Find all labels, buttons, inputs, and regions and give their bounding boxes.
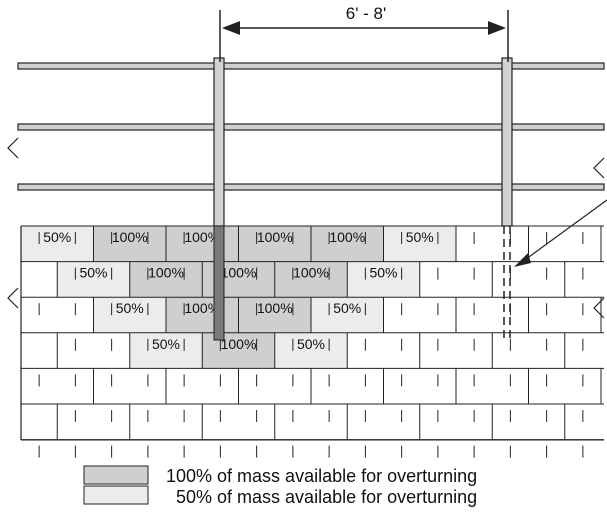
block-percent-label: 50%	[333, 300, 361, 316]
legend-label-50: 50% of mass available for overturning	[176, 487, 477, 507]
post-left	[213, 57, 225, 341]
block-percent-label: 100%	[148, 265, 184, 281]
post-embedded	[213, 225, 225, 341]
masonry-block-light: 50%	[129, 332, 203, 369]
block-fill	[166, 226, 239, 262]
dimension: 6' - 8'	[219, 4, 509, 62]
block-fill	[311, 226, 384, 262]
block-fill	[93, 226, 166, 262]
dimension-arrow-right	[488, 21, 506, 35]
block-fill	[129, 261, 203, 298]
masonry-block-light: 50%	[274, 332, 348, 369]
masonry-block-dark: 100%	[93, 226, 166, 262]
rail-2	[17, 123, 605, 131]
masonry-block-dark: 100%	[238, 226, 311, 262]
block-percent-label: 50%	[406, 229, 434, 245]
block-percent-label: 100%	[184, 300, 220, 316]
dimension-label: 6' - 8'	[346, 4, 387, 23]
block-fill	[238, 226, 311, 262]
block-percent-label: 100%	[293, 265, 329, 281]
guardrail-structure	[7, 57, 607, 341]
block-percent-label: 100%	[221, 336, 257, 352]
legend: 100% of mass available for overturning 5…	[83, 465, 477, 507]
pointer-line	[521, 199, 607, 263]
masonry-block-dark: 100%	[166, 226, 239, 262]
break-mark-left	[7, 137, 19, 159]
block-fill	[383, 226, 456, 262]
block-fill	[57, 261, 130, 298]
block-percent-label: 50%	[79, 265, 107, 281]
legend-swatch-100	[83, 465, 149, 485]
masonry-block-light: 50%	[347, 261, 420, 298]
block-percent-label: 50%	[297, 336, 325, 352]
post-shaft	[501, 57, 513, 227]
masonry-block-light: 50%	[383, 226, 456, 262]
masonry-block-dark: 100%	[202, 261, 275, 298]
block-fill	[93, 297, 166, 333]
block-fill	[347, 261, 420, 298]
rail-3	[17, 183, 605, 191]
block-percent-label: 50%	[369, 265, 397, 281]
block-percent-label: 50%	[116, 300, 144, 316]
block-percent-label: 100%	[329, 229, 365, 245]
break-mark-right-lower	[593, 297, 605, 319]
rail-1	[17, 62, 605, 70]
block-percent-label: 50%	[152, 336, 180, 352]
masonry-block-dark: 100%	[129, 261, 203, 298]
legend-swatch-50	[83, 485, 149, 505]
block-fill	[311, 297, 384, 333]
post-right	[501, 57, 513, 338]
masonry-block-dark: 100%	[166, 297, 239, 333]
block-fill	[274, 332, 348, 369]
break-mark-left-lower	[7, 287, 19, 309]
block-fill	[274, 261, 348, 298]
dimension-arrow-left	[222, 21, 240, 35]
post-shaft	[213, 57, 225, 227]
block-percent-label: 100%	[221, 265, 257, 281]
legend-label-100: 100% of mass available for overturning	[166, 466, 477, 486]
block-fill	[129, 332, 203, 369]
masonry-block-dark: 100%	[238, 297, 311, 333]
masonry-block-dark: 100%	[274, 261, 348, 298]
block-percent-label: 100%	[257, 229, 293, 245]
masonry-block-light: 50%	[311, 297, 384, 333]
masonry-block-light: 50%	[57, 261, 130, 298]
masonry-block-dark: 100%	[311, 226, 384, 262]
block-fill	[238, 297, 311, 333]
block-percent-label: 50%	[43, 229, 71, 245]
block-percent-label: 100%	[184, 229, 220, 245]
block-fill	[21, 226, 94, 262]
block-percent-label: 100%	[112, 229, 148, 245]
masonry-block-light: 50%	[93, 297, 166, 333]
break-mark-right	[593, 157, 605, 179]
masonry-block-dark: 100%	[202, 332, 275, 369]
pointer-arrowhead	[514, 253, 531, 267]
block-percent-label: 100%	[257, 300, 293, 316]
masonry-block-light: 50%	[21, 226, 94, 262]
block-fill	[166, 297, 239, 333]
